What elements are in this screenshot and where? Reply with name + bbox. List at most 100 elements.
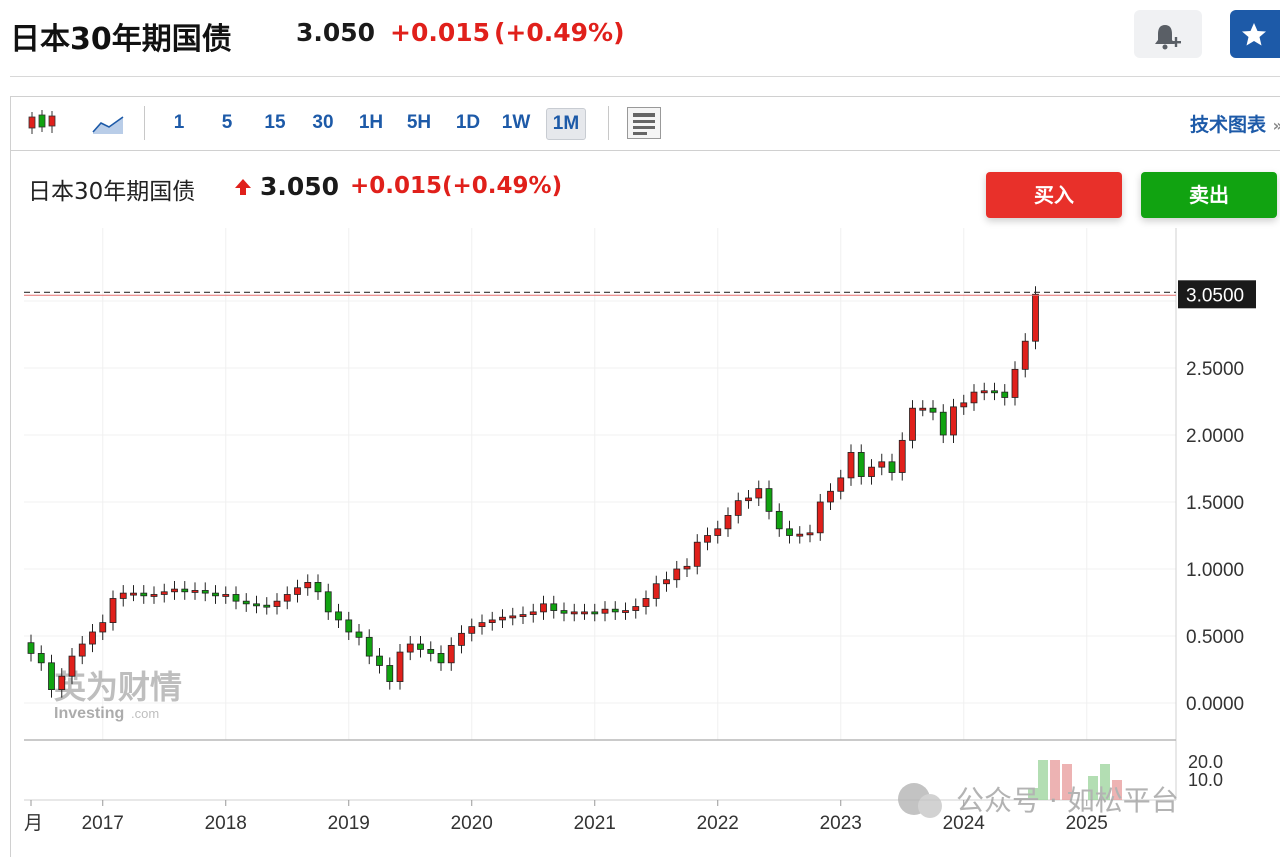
candle: [1001, 384, 1009, 406]
candle: [499, 609, 506, 628]
candle-body: [447, 644, 455, 664]
candle: [724, 507, 732, 537]
candle-body: [652, 583, 660, 599]
interval-1w[interactable]: 1W: [501, 112, 531, 133]
candle: [222, 586, 230, 604]
candle-body: [1001, 391, 1009, 398]
candle-body: [160, 591, 168, 595]
sell-button[interactable]: 卖出: [1141, 172, 1277, 218]
candle-body: [212, 592, 219, 597]
candle-body: [304, 582, 312, 589]
arrow-up-icon: [234, 176, 252, 202]
candle-body: [68, 655, 76, 677]
candle: [755, 480, 763, 507]
candle-body: [991, 390, 998, 394]
candle: [109, 590, 117, 631]
candle: [304, 574, 312, 596]
candle: [99, 614, 107, 641]
candle: [970, 384, 978, 411]
candle-body: [478, 622, 486, 628]
candlestick-icon[interactable]: [24, 106, 60, 140]
candle-body: [663, 579, 670, 585]
candle-body: [529, 611, 537, 615]
interval-1h[interactable]: 1H: [358, 112, 384, 133]
price-change: +0.015: [390, 18, 491, 47]
candle-body: [417, 643, 424, 650]
interval-5h[interactable]: 5H: [406, 112, 432, 133]
candle-body: [878, 461, 886, 468]
candle-body: [837, 477, 845, 492]
volume-bar: [1038, 760, 1048, 800]
candle: [406, 636, 414, 661]
candle-body: [324, 591, 332, 613]
candle: [673, 560, 681, 588]
legend-title: 日本30年期国债: [28, 179, 196, 205]
candle-body: [765, 488, 773, 512]
candle-body: [396, 651, 404, 682]
candle-body: [406, 643, 414, 653]
tech-chart-link[interactable]: 技术图表 »: [1190, 110, 1280, 137]
candle-body: [376, 655, 383, 666]
candle: [693, 534, 701, 575]
candle: [191, 582, 199, 600]
x-tick-label: 月: [24, 812, 43, 834]
candle: [642, 590, 650, 615]
candle-body: [704, 535, 711, 543]
candle: [868, 459, 875, 485]
candle-body: [119, 592, 127, 599]
candle-body: [509, 615, 517, 619]
interval-1mo[interactable]: 1M: [546, 108, 586, 140]
candle: [263, 597, 271, 615]
candle: [857, 444, 865, 485]
candle-body: [222, 594, 230, 597]
candle-body: [109, 598, 117, 623]
volume-bar: [1112, 780, 1122, 800]
candle: [909, 400, 916, 449]
volume-bar: [1062, 764, 1072, 800]
candle-body: [427, 649, 435, 654]
candle: [652, 575, 660, 607]
candle: [786, 520, 793, 544]
candle: [560, 602, 568, 622]
watchlist-button[interactable]: [1230, 10, 1280, 58]
candle-body: [950, 406, 957, 436]
interval-30m[interactable]: 30: [312, 112, 334, 133]
interval-5m[interactable]: 5: [221, 112, 233, 133]
x-tick-label: 2017: [82, 813, 124, 834]
candle: [1032, 286, 1039, 350]
candle-body: [335, 611, 342, 621]
y-tick-label: 2.0000: [1186, 426, 1244, 447]
candle-body: [1032, 293, 1039, 342]
candle-body: [868, 466, 875, 477]
chart-settings-icon[interactable]: [626, 106, 662, 140]
candle-body: [58, 675, 66, 691]
legend-change: +0.015: [350, 173, 443, 199]
candle-body: [99, 622, 107, 633]
candle: [827, 483, 834, 511]
add-alert-button[interactable]: [1134, 10, 1202, 58]
candle: [447, 637, 455, 671]
candle-body: [642, 598, 650, 607]
candle-body: [714, 528, 722, 536]
area-chart-icon[interactable]: [90, 106, 126, 140]
candle-body: [263, 604, 271, 608]
candle: [1011, 361, 1019, 406]
candle: [683, 558, 691, 578]
buy-button[interactable]: 买入: [986, 172, 1122, 218]
candle: [365, 629, 373, 665]
candle: [929, 400, 937, 421]
candle: [58, 668, 66, 698]
candle: [775, 503, 783, 537]
candle: [253, 595, 260, 614]
candle-body: [980, 390, 988, 394]
interval-1m[interactable]: 1: [173, 112, 185, 133]
candle-body: [827, 490, 834, 503]
interval-15m[interactable]: 15: [264, 112, 286, 133]
candle: [980, 382, 988, 401]
candle-body: [601, 608, 609, 614]
candle: [745, 489, 752, 509]
candle: [294, 579, 301, 603]
candle: [847, 444, 855, 486]
interval-1d[interactable]: 1D: [455, 112, 481, 133]
